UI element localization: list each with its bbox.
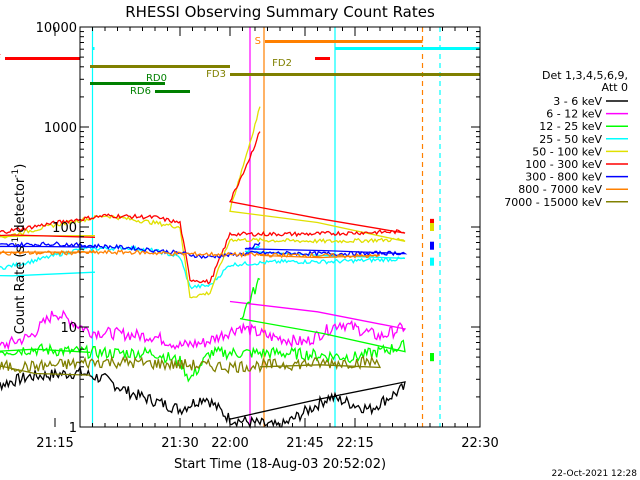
flag-label-rd6: RD6 — [130, 86, 151, 97]
flag-bar-fd3-0 — [230, 73, 480, 76]
y-tick-label-4: 10000 — [36, 21, 77, 36]
svg-text:Count Rate (s-1 detector-1): Count Rate (s-1 detector-1) — [11, 164, 28, 335]
x-tick-label-4: 22:00 — [211, 436, 248, 451]
y-axis-label-sup2: -1 — [11, 169, 21, 178]
legend-header-1: Att 0 — [602, 81, 628, 94]
flag-label-fd3: FD3 — [206, 69, 226, 80]
legend-label-1: 6 - 12 keV — [546, 108, 602, 121]
late-segment-mark-5 — [430, 353, 434, 362]
y-axis-label-part1: Count Rate (s — [13, 246, 28, 335]
legend-header-0: Det 1,3,4,5,6,9, — [542, 69, 628, 82]
flag-bar-fd2-0 — [90, 65, 230, 68]
series-line-0 — [0, 364, 406, 430]
series-line-6 — [0, 241, 408, 260]
x-tick-label-5: 22:15 — [336, 436, 373, 451]
legend-label-5: 100 - 300 keV — [525, 158, 602, 171]
y-axis-label-part2: detector — [13, 177, 28, 237]
y-axis-label: Count Rate (s-1 detector-1) — [11, 164, 28, 335]
flag-bar-rd0-0 — [90, 82, 165, 85]
late-segment-mark-2 — [430, 241, 434, 250]
series-line-1 — [0, 300, 407, 351]
series-line-4 — [0, 106, 406, 299]
y-tick-label-0: 1 — [69, 421, 77, 436]
plot-area: NFSFD2FD3RD0RD611010010001000021:0021:15… — [0, 21, 499, 451]
series-line-7 — [0, 249, 381, 259]
late-segment-mark-0 — [430, 218, 434, 227]
x-axis-label: Start Time (18-Aug-03 20:52:02) — [174, 457, 386, 472]
flag-bar-n-0 — [92, 47, 95, 50]
flag-label-rd0: RD0 — [146, 73, 167, 84]
legend-label-0: 3 - 6 keV — [553, 95, 602, 108]
x-tick-label-1: 21:15 — [36, 436, 73, 451]
legend-label-8: 7000 - 15000 keV — [504, 196, 602, 209]
series-line-5 — [0, 131, 406, 285]
series-line-3 — [0, 245, 406, 290]
legend-label-2: 12 - 25 keV — [539, 120, 602, 133]
x-tick-label-6: 22:30 — [461, 436, 498, 451]
flag-label-fd2: FD2 — [272, 58, 292, 69]
footer-date: 22-Oct-2021 12:28 — [552, 469, 638, 479]
legend-label-6: 300 - 800 keV — [525, 171, 602, 184]
flag-bar-n-1 — [335, 47, 480, 50]
flag-bar-f-1 — [315, 57, 330, 60]
flag-label-f: F — [0, 53, 1, 64]
flag-bar-s-0 — [265, 40, 423, 43]
y-tick-label-3: 1000 — [44, 121, 77, 136]
y-axis-label-part3: ) — [13, 164, 28, 169]
legend-label-4: 50 - 100 keV — [532, 145, 602, 158]
y-tick-label-1: 10 — [60, 321, 77, 336]
flag-bar-f-0 — [5, 57, 80, 60]
legend-label-3: 25 - 50 keV — [539, 133, 602, 146]
flag-label-s: S — [255, 36, 261, 47]
x-tick-label-2: 21:30 — [161, 436, 198, 451]
chart-title: RHESSI Observing Summary Count Rates — [125, 3, 435, 21]
x-tick-label-3: 21:45 — [286, 436, 323, 451]
y-tick-label-2: 100 — [52, 221, 77, 236]
late-segment-mark-1 — [430, 223, 434, 231]
legend-label-7: 800 - 7000 keV — [518, 183, 602, 196]
late-segment-mark-3 — [430, 257, 434, 266]
series-line-8 — [0, 355, 382, 376]
flag-bar-rd6-0 — [155, 90, 190, 93]
y-axis-label-sup1: -1 — [11, 237, 21, 246]
